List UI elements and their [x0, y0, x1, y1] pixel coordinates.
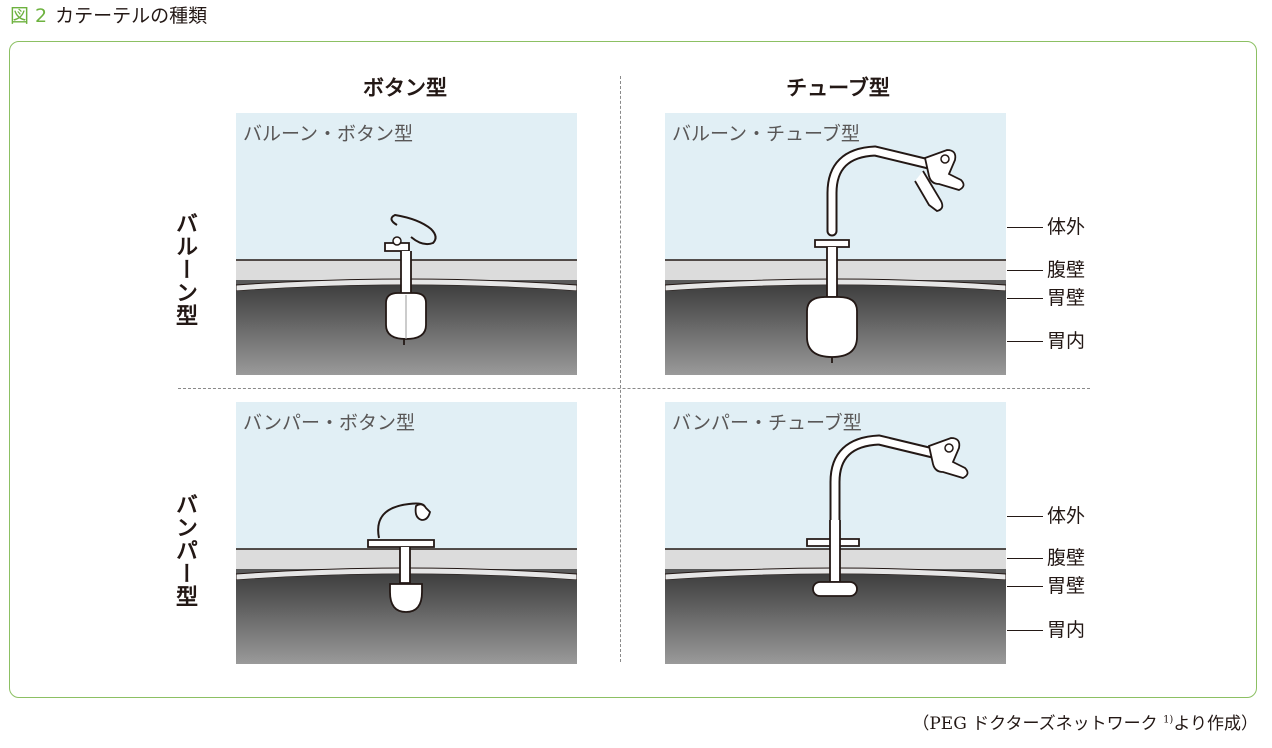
- bumper-tube-illustration: [665, 402, 1006, 664]
- label-stomach-inside-top: 胃内: [1047, 330, 1086, 352]
- figure-title: 図 2 カテーテルの種類: [10, 3, 207, 29]
- source-prefix: （PEG ドクターズネットワーク: [912, 714, 1158, 734]
- figure-title-text: カテーテルの種類: [55, 5, 208, 27]
- column-divider: [620, 76, 621, 662]
- row-divider: [178, 388, 1090, 389]
- panel-label-bumper-button: バンパー・ボタン型: [243, 412, 415, 434]
- panel-label-balloon-button: バルーン・ボタン型: [243, 123, 414, 145]
- panel-bumper-tube: バンパー・チューブ型: [665, 402, 1006, 664]
- row-header-bumper: バンパー型: [172, 493, 197, 608]
- panel-bumper-button: バンパー・ボタン型: [236, 402, 577, 664]
- panel-balloon-tube: バルーン・チューブ型: [665, 113, 1006, 375]
- label-stomach-inside-bottom: 胃内: [1047, 619, 1086, 641]
- leader-line: [1007, 298, 1043, 299]
- label-outside-bottom: 体外: [1047, 505, 1086, 527]
- figure-number: 図 2: [10, 5, 48, 27]
- label-abdominal-wall-bottom: 腹壁: [1047, 547, 1086, 569]
- leader-line: [1007, 270, 1043, 271]
- panel-balloon-button: バルーン・ボタン型: [236, 113, 577, 375]
- source-note: （PEG ドクターズネットワーク 1)より作成）: [912, 709, 1258, 734]
- balloon-tube-illustration: [665, 113, 1006, 375]
- leader-line: [1007, 227, 1043, 228]
- panel-label-balloon-tube: バルーン・チューブ型: [672, 123, 860, 145]
- leader-line: [1007, 630, 1043, 631]
- panel-label-bumper-tube: バンパー・チューブ型: [672, 412, 862, 434]
- source-reference: 1): [1163, 714, 1174, 726]
- leader-line: [1007, 341, 1043, 342]
- label-stomach-wall-top: 胃壁: [1047, 287, 1086, 309]
- column-header-tube: チューブ型: [786, 76, 890, 100]
- leader-line: [1007, 586, 1043, 587]
- column-header-button: ボタン型: [363, 76, 447, 100]
- balloon-button-illustration: [236, 113, 577, 375]
- label-abdominal-wall-top: 腹壁: [1047, 259, 1086, 281]
- figure-frame: [9, 41, 1257, 698]
- row-header-balloon: バルーン型: [172, 212, 197, 327]
- label-stomach-wall-bottom: 胃壁: [1047, 575, 1086, 597]
- leader-line: [1007, 516, 1043, 517]
- bumper-button-illustration: [236, 402, 577, 664]
- label-outside-top: 体外: [1047, 216, 1086, 238]
- source-suffix: より作成）: [1173, 714, 1258, 734]
- leader-line: [1007, 558, 1043, 559]
